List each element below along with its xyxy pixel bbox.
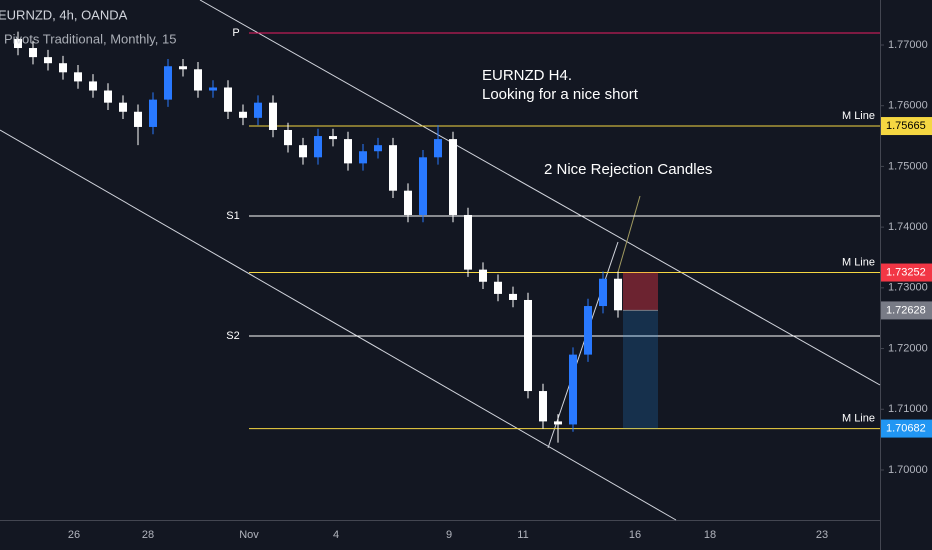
- price-tag-label: 1.72628: [886, 304, 926, 316]
- x-tick-label: 9: [446, 529, 452, 541]
- target-zone: [623, 310, 658, 429]
- candle-body: [539, 391, 547, 422]
- x-tick-label: 23: [816, 529, 828, 541]
- candle-body: [524, 299, 532, 392]
- annotation: EURNZD H4.: [482, 67, 572, 84]
- candle-body: [509, 293, 517, 300]
- candle-body: [239, 111, 247, 118]
- candle-body: [29, 48, 37, 58]
- candle-body: [44, 57, 52, 64]
- channel-lower: [0, 129, 677, 521]
- price-tag: [881, 419, 932, 438]
- y-tick-label: 1.72000: [888, 342, 928, 354]
- candle-body: [284, 129, 292, 146]
- candle-body: [89, 81, 97, 91]
- x-tick-label: 18: [704, 529, 716, 541]
- level-label: S2: [226, 330, 239, 342]
- candle-body: [404, 190, 412, 215]
- price-tag: [881, 263, 932, 282]
- candle-body: [419, 157, 427, 215]
- candle-body: [359, 151, 367, 164]
- x-tick-label: 16: [629, 529, 641, 541]
- price-tag-label: 1.70682: [886, 422, 926, 434]
- plot: P M Line S1 M Line S2 M Line: [14, 27, 880, 443]
- candle-body: [224, 87, 232, 112]
- candle-body: [134, 111, 142, 127]
- candle-body: [374, 145, 382, 152]
- rejection-arrow: [617, 195, 641, 273]
- y-tick-label: 1.73000: [888, 282, 928, 294]
- level-label: M Line: [842, 412, 875, 424]
- candle-body: [569, 354, 577, 425]
- candle-body: [584, 306, 592, 355]
- candle-body: [494, 281, 502, 294]
- indicator-label: Pivots Traditional, Monthly, 15: [4, 31, 176, 46]
- level-label: M Line: [842, 256, 875, 268]
- candle-body: [464, 214, 472, 270]
- candle-body: [344, 139, 352, 164]
- level-label: P: [232, 27, 239, 39]
- y-tick-label: 1.74000: [888, 221, 928, 233]
- candle-body: [299, 145, 307, 158]
- candle-body: [74, 72, 82, 82]
- candle-body: [209, 87, 217, 91]
- candle-body: [269, 102, 277, 130]
- annotation: Looking for a nice short: [482, 86, 639, 103]
- y-tick-label: 1.71000: [888, 403, 928, 415]
- x-tick-label: 28: [142, 529, 154, 541]
- x-tick-label: 26: [68, 529, 80, 541]
- candle-body: [434, 139, 442, 158]
- candle-body: [59, 63, 67, 73]
- level-label: S1: [226, 210, 239, 222]
- candle-body: [614, 278, 622, 311]
- candle-body: [389, 145, 397, 191]
- candle-body: [254, 102, 262, 118]
- price-tag: [881, 117, 932, 136]
- candle-body: [449, 139, 457, 215]
- price-tag-label: 1.75665: [886, 120, 926, 132]
- annotation: 2 Nice Rejection Candles: [544, 161, 712, 178]
- y-tick-label: 1.76000: [888, 100, 928, 112]
- price-tag: [881, 301, 932, 320]
- y-tick-label: 1.70000: [888, 464, 928, 476]
- stop-zone: [623, 272, 658, 311]
- candle-body: [554, 421, 562, 425]
- chart-title: EURNZD, 4h, OANDA: [0, 7, 128, 22]
- candle-body: [164, 66, 172, 100]
- y-tick-label: 1.75000: [888, 160, 928, 172]
- y-tick-label: 1.77000: [888, 39, 928, 51]
- candle-body: [149, 99, 157, 127]
- price-tag-label: 1.73252: [886, 266, 926, 278]
- channel-upper: [199, 0, 881, 386]
- candle-body: [179, 66, 187, 70]
- x-tick-label: 4: [333, 529, 339, 541]
- candle-body: [479, 269, 487, 282]
- trend-line: [547, 241, 619, 449]
- x-tick-label: 11: [517, 529, 528, 541]
- candle-body: [329, 136, 337, 140]
- candle-body: [119, 102, 127, 112]
- candle-body: [599, 278, 607, 307]
- level-label: M Line: [842, 110, 875, 122]
- candle-body: [14, 38, 22, 49]
- candle-body: [104, 90, 112, 103]
- candle-body: [314, 136, 322, 158]
- candle-body: [194, 69, 202, 91]
- x-tick-label: Nov: [239, 529, 259, 541]
